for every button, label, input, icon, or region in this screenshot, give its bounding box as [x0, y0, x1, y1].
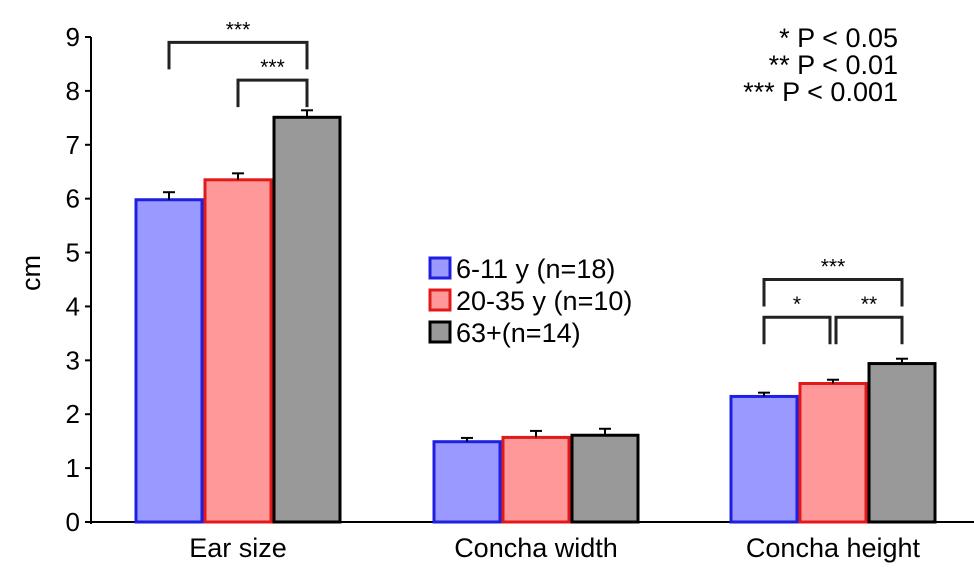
bar: [501, 435, 571, 524]
significance-label: ***: [821, 256, 846, 279]
y-tick-label: 8: [66, 76, 80, 106]
bar: [203, 178, 273, 524]
y-tick-label: 9: [66, 22, 80, 52]
category-label: Concha height: [746, 533, 921, 563]
bar: [432, 440, 502, 524]
y-tick-label: 3: [66, 345, 80, 375]
significance-bracket: [762, 315, 832, 345]
y-tick-label: 0: [66, 507, 80, 537]
y-tick-label: 5: [66, 238, 80, 268]
significance-label: ***: [226, 18, 251, 41]
significance-label: **: [861, 293, 877, 316]
y-tick-label: 1: [66, 453, 80, 483]
p-value-note: *** P < 0.001: [743, 77, 898, 107]
category-label: Ear size: [189, 533, 287, 563]
bar: [867, 362, 937, 524]
legend-swatch: [428, 256, 452, 280]
significance-bracket: [236, 78, 309, 108]
bar: [798, 382, 868, 524]
p-value-note: ** P < 0.01: [769, 50, 898, 80]
y-tick-label: 6: [66, 184, 80, 214]
significance-label: ***: [260, 56, 285, 79]
significance-bracket: [834, 315, 904, 345]
legend-swatch: [428, 320, 452, 344]
bar: [272, 115, 342, 524]
legend-swatch: [428, 288, 452, 312]
bar: [570, 433, 640, 524]
bar: [134, 198, 204, 524]
y-tick-label: 4: [66, 291, 80, 321]
legend-label: 63+(n=14): [456, 318, 581, 348]
legend-label: 6-11 y (n=18): [456, 254, 615, 284]
significance-label: *: [793, 293, 801, 316]
y-axis-title: cm: [16, 255, 46, 291]
legend-label: 20-35 y (n=10): [456, 286, 632, 316]
significance-bracket: [762, 278, 904, 307]
significance-bracket: [167, 40, 309, 70]
y-tick-label: 7: [66, 130, 80, 160]
y-tick-label: 2: [66, 399, 80, 429]
p-value-note: * P < 0.05: [779, 23, 898, 53]
category-label: Concha width: [454, 533, 618, 563]
bar: [729, 394, 799, 524]
